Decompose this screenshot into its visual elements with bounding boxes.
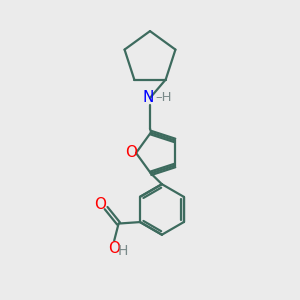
Text: O: O	[108, 241, 120, 256]
Text: O: O	[125, 146, 137, 160]
Text: O: O	[94, 197, 106, 212]
Text: H: H	[118, 244, 128, 258]
Text: N: N	[143, 91, 154, 106]
Text: –H: –H	[156, 91, 172, 104]
